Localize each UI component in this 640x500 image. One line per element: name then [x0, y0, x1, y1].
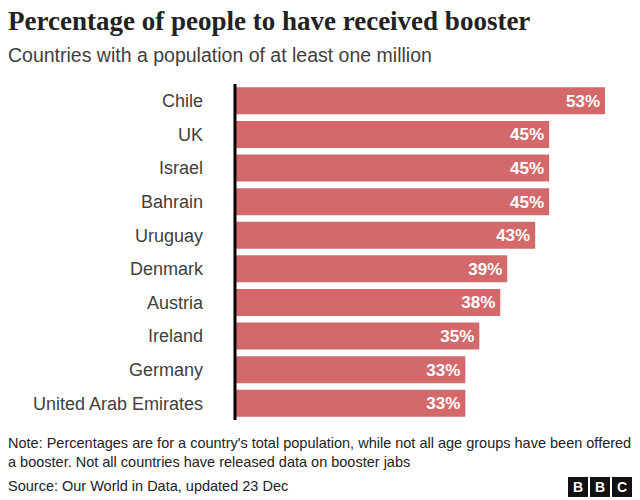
svg-text:38%: 38% — [461, 293, 495, 312]
svg-text:33%: 33% — [426, 361, 460, 380]
html-text:Note: Percentages are for a co: Note: Percentages are for a country's to… — [8, 435, 632, 470]
html-text:Countries with a population of: Countries with a population of at least … — [8, 44, 432, 66]
svg-text:Germany: Germany — [129, 360, 203, 380]
html-text:B: B — [572, 479, 584, 495]
svg-text:33%: 33% — [426, 394, 460, 413]
svg-text:Bahrain: Bahrain — [141, 192, 203, 212]
html-text:B: B — [594, 479, 606, 495]
svg-text:Uruguay: Uruguay — [135, 226, 203, 246]
svg-text:35%: 35% — [440, 327, 474, 346]
html-text:Source: Our World in Data, upd: Source: Our World in Data, updated 23 De… — [8, 478, 289, 494]
svg-text:39%: 39% — [468, 260, 502, 279]
svg-text:45%: 45% — [510, 125, 544, 144]
svg-text:43%: 43% — [496, 226, 530, 245]
svg-text:Chile: Chile — [162, 91, 203, 111]
svg-text:UK: UK — [178, 125, 203, 145]
svg-text:Ireland: Ireland — [148, 326, 203, 346]
html-text:C: C — [616, 479, 628, 495]
svg-text:Israel: Israel — [159, 158, 203, 178]
svg-text:53%: 53% — [566, 92, 600, 111]
svg-text:Denmark: Denmark — [130, 259, 204, 279]
svg-text:United Arab Emirates: United Arab Emirates — [33, 394, 203, 414]
svg-text:45%: 45% — [510, 159, 544, 178]
svg-text:45%: 45% — [510, 193, 544, 212]
html-text:Percentage of people to have r: Percentage of people to have received bo… — [8, 6, 531, 36]
svg-text:Austria: Austria — [147, 293, 204, 313]
